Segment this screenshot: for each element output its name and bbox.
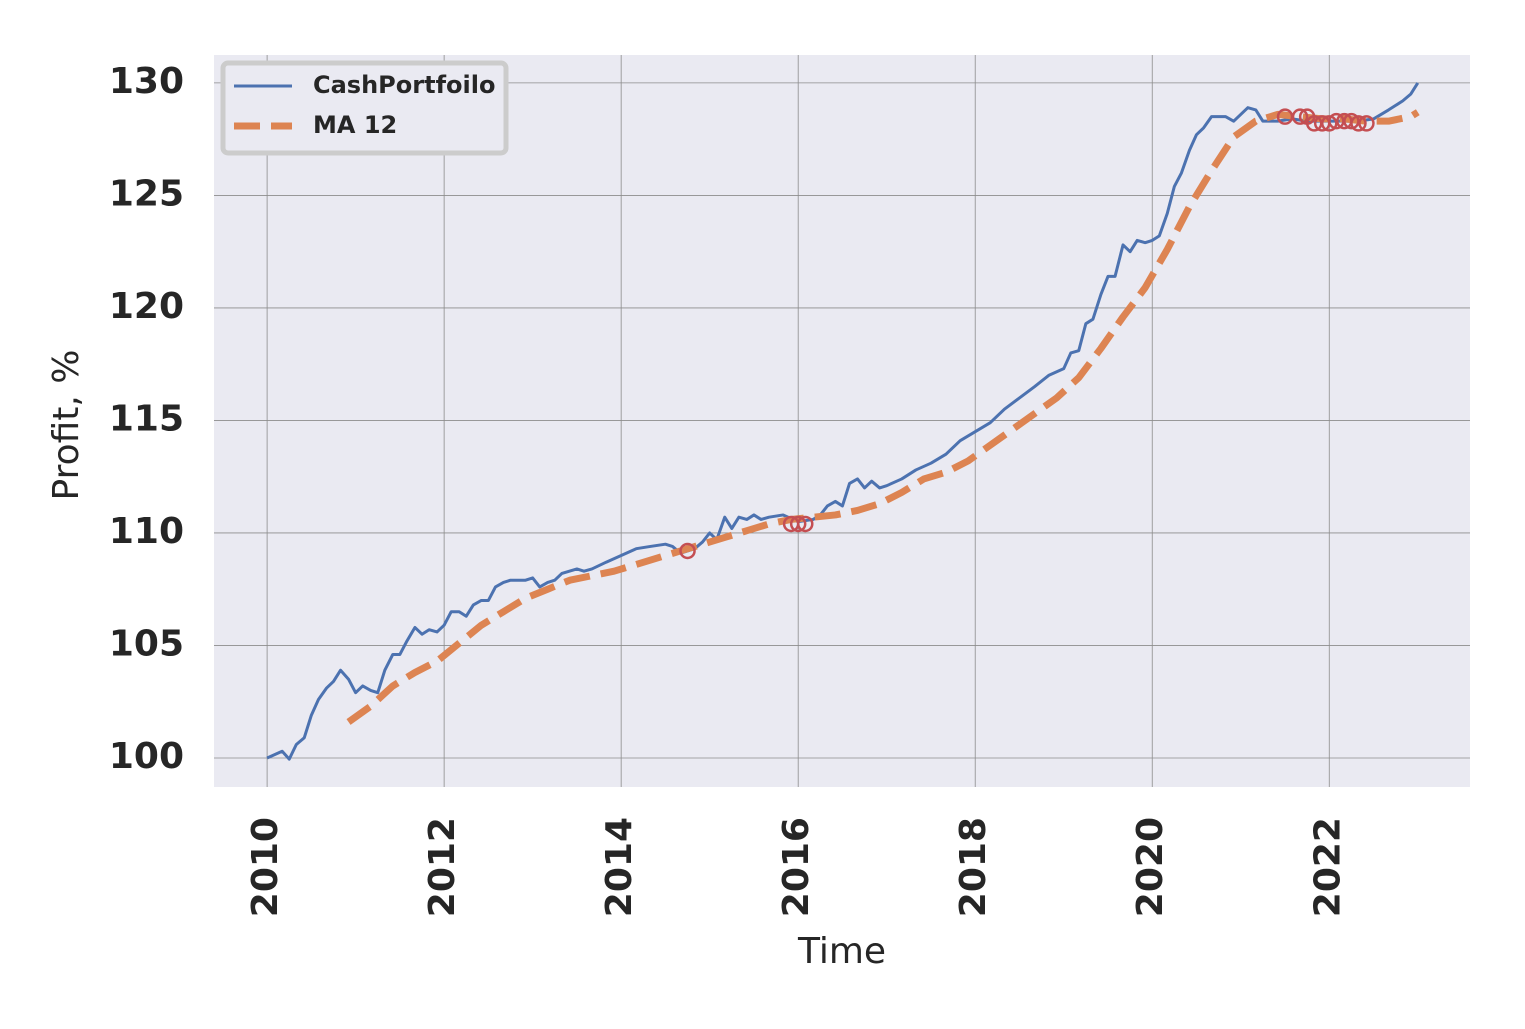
y-tick-label: 120 bbox=[109, 286, 184, 327]
x-tick-label: 2014 bbox=[599, 817, 640, 917]
x-tick-label: 2020 bbox=[1130, 817, 1171, 917]
x-tick-label: 2018 bbox=[953, 817, 994, 917]
anomaly-marker bbox=[1321, 115, 1338, 132]
plot-area bbox=[214, 55, 1470, 787]
y-tick-label: 115 bbox=[109, 398, 184, 439]
series-line bbox=[346, 109, 1420, 725]
y-tick-label: 110 bbox=[109, 511, 184, 552]
anomaly-marker bbox=[1350, 115, 1367, 132]
anomaly-marker bbox=[1343, 112, 1360, 130]
grid bbox=[214, 55, 1470, 787]
anomaly-marker bbox=[1358, 115, 1375, 132]
anomaly-marker bbox=[789, 515, 807, 533]
y-tick-label: 100 bbox=[109, 736, 184, 777]
legend-label: MA 12 bbox=[313, 111, 397, 139]
legend: CashPortfoilo MA 12 bbox=[220, 60, 509, 156]
anomaly-marker bbox=[797, 515, 814, 533]
y-axis-label: Profit, % bbox=[46, 350, 87, 501]
x-axis-label: Time bbox=[797, 931, 886, 972]
y-tick-label: 105 bbox=[109, 623, 184, 664]
anomaly-marker bbox=[679, 542, 696, 560]
x-tick-label: 2016 bbox=[776, 817, 817, 917]
y-tick-label: 125 bbox=[109, 173, 184, 214]
legend-label: CashPortfoilo bbox=[313, 71, 495, 99]
x-tick-label: 2022 bbox=[1307, 817, 1348, 917]
legend-box bbox=[220, 60, 509, 156]
x-tick-label: 2010 bbox=[245, 817, 286, 917]
x-tick-label: 2012 bbox=[422, 817, 463, 917]
y-tick-label: 130 bbox=[109, 61, 184, 102]
marks bbox=[266, 82, 1420, 761]
anomaly-marker bbox=[1291, 108, 1309, 125]
